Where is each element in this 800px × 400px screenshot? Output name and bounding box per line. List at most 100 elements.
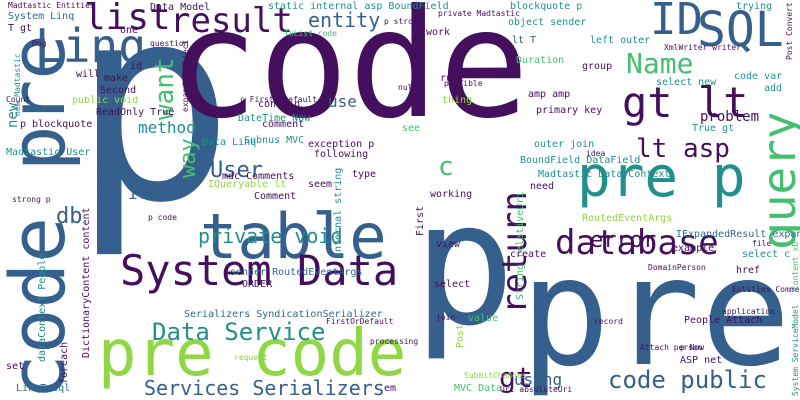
- word: question: [150, 39, 189, 48]
- word: DomainPerson: [648, 263, 706, 272]
- word: working: [430, 189, 473, 200]
- word: p blockquote: [20, 119, 93, 130]
- word: processing: [370, 337, 419, 346]
- word: will: [76, 69, 101, 80]
- word: sender RoutedEventArgs: [230, 267, 363, 278]
- word: comment: [262, 119, 305, 130]
- word: need: [530, 181, 555, 192]
- word: request: [234, 353, 268, 362]
- word: possible: [444, 79, 483, 88]
- word: System ServiceModel: [791, 304, 800, 396]
- word: lt asp: [636, 134, 730, 164]
- word: Linq: [35, 19, 146, 73]
- word: database: [555, 223, 719, 263]
- word: use: [328, 92, 357, 111]
- word: strong p: [12, 195, 51, 204]
- word: ORDER: [242, 279, 273, 290]
- word: Post: [455, 323, 466, 348]
- word: Services Serializers: [144, 376, 385, 400]
- word: ToList code: [284, 29, 337, 38]
- word: code: [168, 0, 530, 152]
- word: Count: [6, 95, 31, 104]
- word: Entities Comment: [732, 285, 800, 294]
- word: value: [468, 313, 499, 324]
- word: Serializers SyndicationSerializer: [184, 309, 383, 320]
- word: href: [736, 265, 761, 276]
- word: new Madtastic: [13, 53, 22, 116]
- word: join: [436, 313, 456, 322]
- word: result: [170, 1, 293, 41]
- word: record: [594, 317, 623, 326]
- word: content xD: [791, 241, 800, 290]
- word: SubmitChanges: [464, 371, 527, 380]
- word: c: [438, 152, 454, 182]
- word: file: [752, 239, 772, 248]
- word: Data Service: [152, 318, 326, 346]
- word: group: [582, 61, 613, 72]
- word: one: [120, 25, 139, 36]
- word: Subnus MVC: [244, 135, 305, 146]
- word: p Now: [680, 343, 705, 352]
- word: em: [384, 383, 397, 394]
- word: make: [104, 73, 129, 84]
- word: outer join: [534, 139, 595, 150]
- word: id: [130, 61, 143, 72]
- word: pre: [520, 226, 791, 400]
- word: static internal asp BoundField: [268, 1, 449, 12]
- word: select c: [742, 249, 791, 260]
- word: seem: [308, 179, 333, 190]
- word: ReadOnly True: [96, 107, 175, 118]
- word: primary key: [536, 105, 603, 116]
- word: gt: [499, 361, 533, 394]
- word: ID: [650, 0, 703, 45]
- word: view: [436, 239, 461, 250]
- word: SQL: [697, 2, 784, 58]
- word: type: [352, 169, 377, 180]
- word: User: [210, 158, 263, 183]
- word: MVC Data: [454, 383, 503, 394]
- word: contain: [258, 99, 301, 110]
- word: select: [434, 279, 471, 290]
- word: entity: [308, 8, 381, 32]
- word: using: [514, 370, 563, 389]
- word: Data Linq: [202, 137, 257, 148]
- word: p code: [148, 213, 177, 222]
- word: System Linq: [8, 11, 75, 22]
- word: select new: [656, 77, 717, 88]
- word: c FirstOrDefault: [240, 95, 318, 104]
- word: work: [426, 27, 451, 38]
- word: mdc Comments: [222, 171, 295, 182]
- word: Name: [626, 47, 694, 80]
- word: gt lt: [622, 78, 749, 127]
- word: list: [84, 0, 171, 38]
- word: Data Model: [150, 2, 211, 13]
- word: IQueryable lt: [208, 179, 287, 190]
- word: trying: [736, 1, 773, 12]
- word: private Madtastic: [438, 9, 520, 18]
- word: internal string: [333, 167, 344, 258]
- word: True gt: [692, 123, 735, 134]
- word: People Attach: [684, 315, 763, 326]
- word: object sender: [508, 17, 587, 28]
- word: Post Convert: [785, 2, 794, 60]
- word: rule: [440, 73, 465, 84]
- word: create: [510, 249, 547, 260]
- word: p: [72, 0, 235, 262]
- word: dataContext People: [37, 253, 48, 362]
- word: String relativeUri: [515, 191, 526, 300]
- word: Second: [100, 85, 137, 96]
- word: LinqToSql: [16, 383, 71, 394]
- word: pre p: [577, 145, 746, 210]
- word: System Data: [120, 246, 399, 295]
- word: add: [764, 83, 783, 94]
- word: DateTime Now: [238, 113, 311, 124]
- word: RoutedEventArgs: [582, 213, 673, 224]
- word: expanded Object: [181, 39, 190, 112]
- word: Comment: [254, 191, 297, 202]
- word: thing: [442, 95, 473, 106]
- word: Madtastic Entities: [8, 1, 95, 10]
- word: error: [590, 228, 657, 253]
- word: First: [415, 205, 426, 236]
- word: problem: [700, 109, 760, 125]
